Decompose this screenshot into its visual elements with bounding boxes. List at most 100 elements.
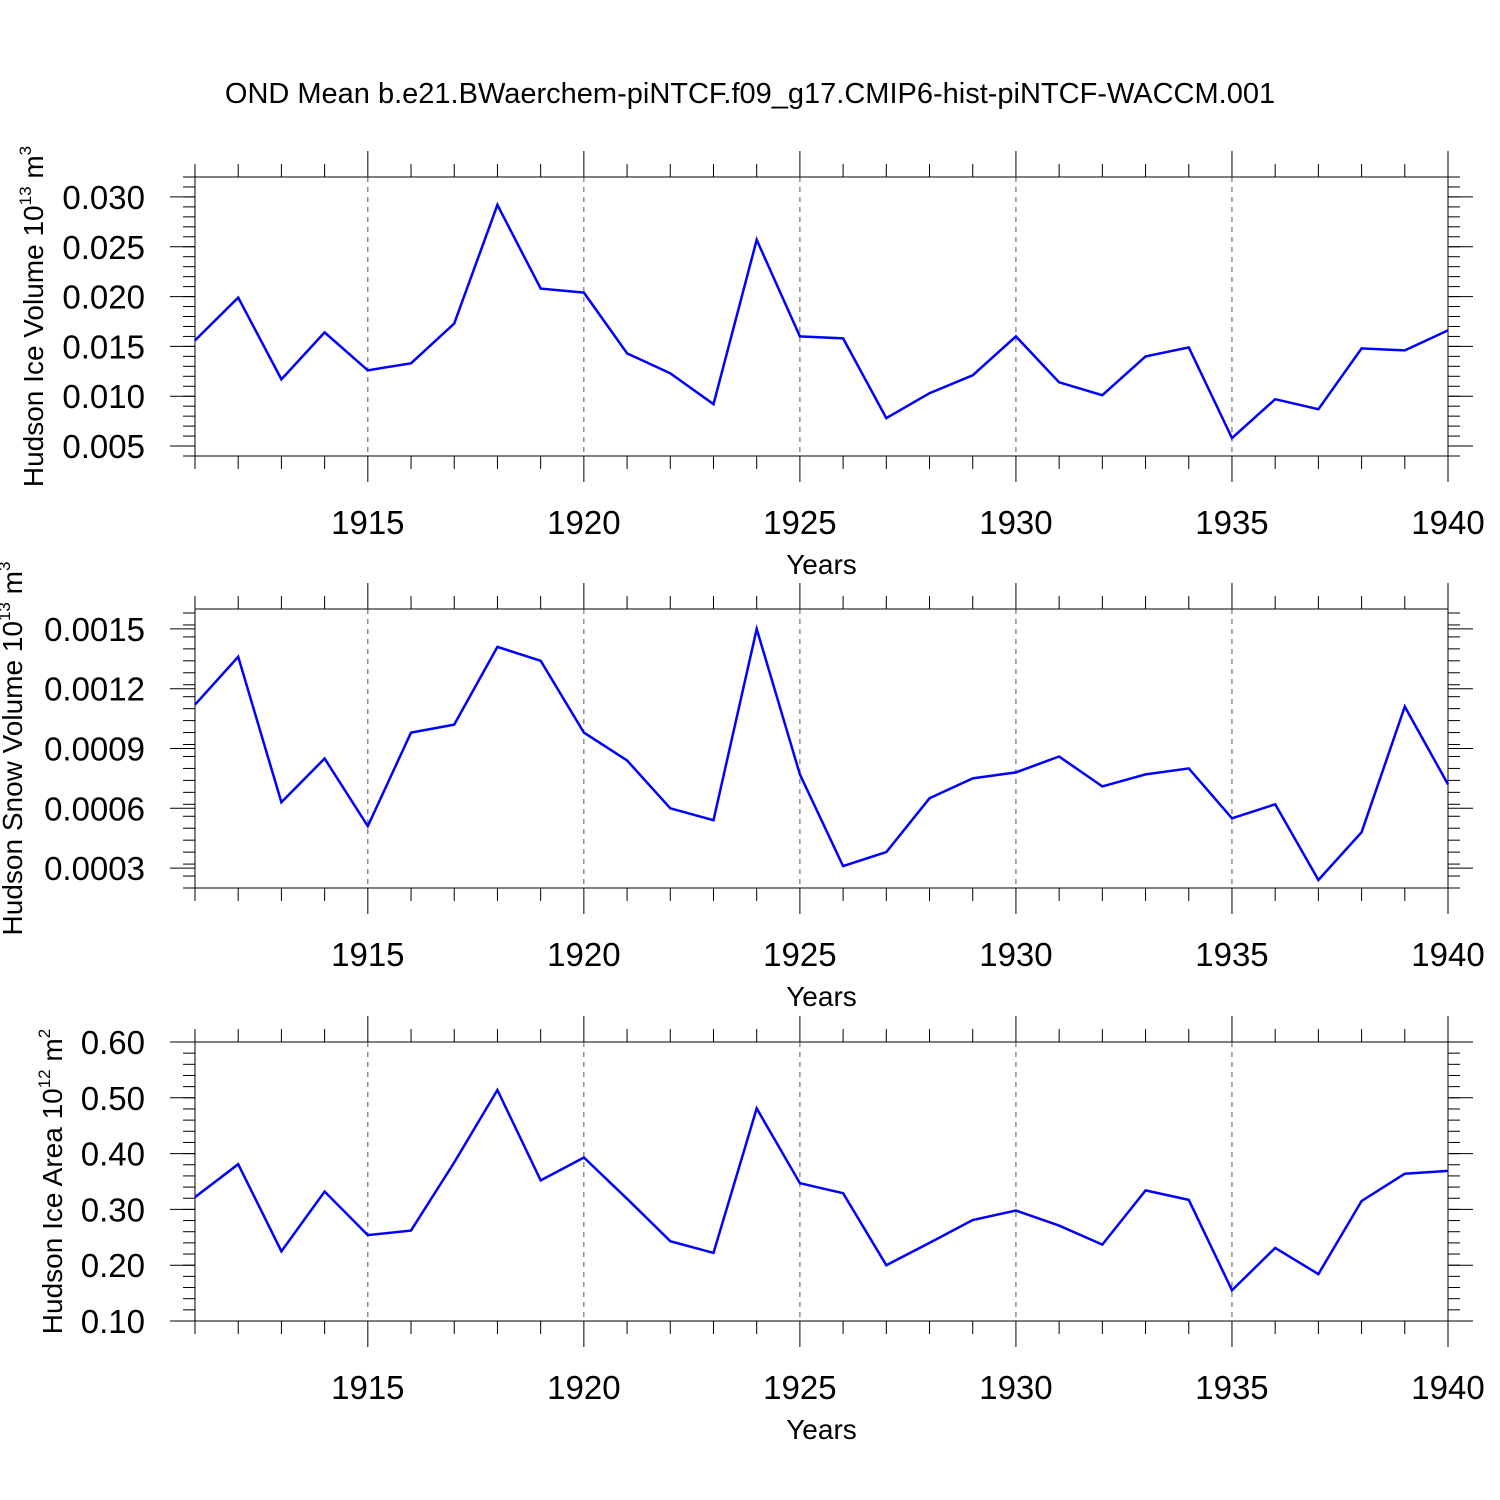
x-tick-label: 1935 <box>1195 936 1268 973</box>
data-point <box>1187 766 1191 770</box>
data-point <box>279 1249 283 1253</box>
data-point <box>668 1239 672 1243</box>
data-point <box>366 824 370 828</box>
data-point <box>1144 354 1148 358</box>
data-point <box>1230 1288 1234 1292</box>
data-point <box>1360 1199 1364 1203</box>
y-tick-label: 0.50 <box>81 1080 145 1117</box>
data-point <box>1014 770 1018 774</box>
x-tick-label: 1940 <box>1411 936 1484 973</box>
data-point <box>1273 802 1277 806</box>
page-title: OND Mean b.e21.BWaerchem-piNTCF.f09_g17.… <box>224 78 1276 110</box>
data-point <box>1057 754 1061 758</box>
data-point <box>1100 784 1104 788</box>
x-tick-label: 1925 <box>763 1369 836 1406</box>
data-point <box>668 806 672 810</box>
data-point <box>1057 1224 1061 1228</box>
x-axis-title: Years <box>786 981 857 1012</box>
data-point <box>193 703 197 707</box>
data-point <box>971 1218 975 1222</box>
data-point <box>1230 436 1234 440</box>
data-point <box>582 731 586 735</box>
ice-area-panel: 1915 1920 1925 1930 1935 1940 0.60 0.50 0.40 0.30… <box>35 1016 1485 1445</box>
data-point <box>668 371 672 375</box>
x-tick-label: 1935 <box>1195 504 1268 541</box>
data-point <box>409 1229 413 1233</box>
y-tick-label: 0.025 <box>62 229 145 266</box>
data-point <box>1230 816 1234 820</box>
x-tick-label: 1930 <box>979 1369 1052 1406</box>
data-point <box>625 351 629 355</box>
data-point <box>495 645 499 649</box>
y-tick-label: 0.0003 <box>44 850 145 887</box>
data-point <box>755 627 759 631</box>
data-point <box>323 330 327 334</box>
series-line <box>194 1087 1449 1293</box>
x-tick-label: 1930 <box>979 504 1052 541</box>
data-point <box>452 321 456 325</box>
data-point <box>409 361 413 365</box>
x-tick-label: 1940 <box>1411 1369 1484 1406</box>
y-tick-label: 0.10 <box>81 1303 145 1340</box>
data-point <box>1144 772 1148 776</box>
data-point <box>193 338 197 342</box>
data-point <box>495 1088 499 1092</box>
y-tick-label: 0.60 <box>81 1024 145 1061</box>
data-point <box>971 776 975 780</box>
data-point <box>884 1263 888 1267</box>
data-point <box>928 1241 932 1245</box>
y-axis-title: Hudson Snow Volume 1013 m3 <box>0 562 28 936</box>
x-axis-title: Years <box>786 1414 857 1445</box>
data-point <box>1100 393 1104 397</box>
y-tick-label: 0.0015 <box>44 611 145 648</box>
y-axis-title: Hudson Ice Area 1012 m2 <box>35 1029 68 1334</box>
data-point <box>1446 328 1450 332</box>
snow-volume-panel: 1915 1920 1925 1930 1935 1940 0.0015 0.0012 0.00… <box>0 562 1485 1012</box>
data-point <box>323 756 327 760</box>
data-point <box>1316 407 1320 411</box>
data-point <box>928 796 932 800</box>
data-point <box>1014 334 1018 338</box>
data-point <box>1446 1169 1450 1173</box>
y-tick-label: 0.010 <box>62 378 145 415</box>
data-point <box>366 368 370 372</box>
y-tick-label: 0.015 <box>62 328 145 365</box>
y-tick-label: 0.0006 <box>44 790 145 827</box>
series-line <box>194 623 1450 883</box>
data-point <box>755 1106 759 1110</box>
x-tick-label: 1920 <box>547 1369 620 1406</box>
ice-volume-panel: 1915 1920 1925 1930 1935 1940 0.030 0.025 0.020 0… <box>16 146 1485 580</box>
data-point <box>1187 1198 1191 1202</box>
y-tick-label: 0.0009 <box>44 731 145 768</box>
data-point <box>798 1181 802 1185</box>
series-line <box>194 201 1449 441</box>
data-point <box>1100 1243 1104 1247</box>
data-point <box>1403 705 1407 709</box>
x-tick-label: 1925 <box>763 936 836 973</box>
data-point <box>582 1156 586 1160</box>
x-tick-label: 1915 <box>331 1369 404 1406</box>
data-point <box>366 1233 370 1237</box>
data-point <box>279 800 283 804</box>
data-point <box>798 334 802 338</box>
data-point <box>841 336 845 340</box>
data-point <box>971 373 975 377</box>
data-point <box>1360 830 1364 834</box>
y-tick-label: 0.40 <box>81 1136 145 1173</box>
y-tick-label: 0.020 <box>62 279 145 316</box>
y-axis-title: Hudson Ice Volume 1013 m3 <box>16 146 49 487</box>
x-tick-label: 1915 <box>331 936 404 973</box>
data-point <box>236 655 240 659</box>
data-point <box>495 203 499 207</box>
data-point <box>582 291 586 295</box>
data-point <box>409 731 413 735</box>
y-tick-label: 0.0012 <box>44 671 145 708</box>
plot-frame <box>194 608 1449 889</box>
data-point <box>1403 348 1407 352</box>
y-tick-label: 0.30 <box>81 1191 145 1228</box>
data-point <box>884 850 888 854</box>
data-point <box>711 402 715 406</box>
y-tick-label: 0.030 <box>62 179 145 216</box>
data-point <box>323 1190 327 1194</box>
y-tick-label: 0.20 <box>81 1247 145 1284</box>
